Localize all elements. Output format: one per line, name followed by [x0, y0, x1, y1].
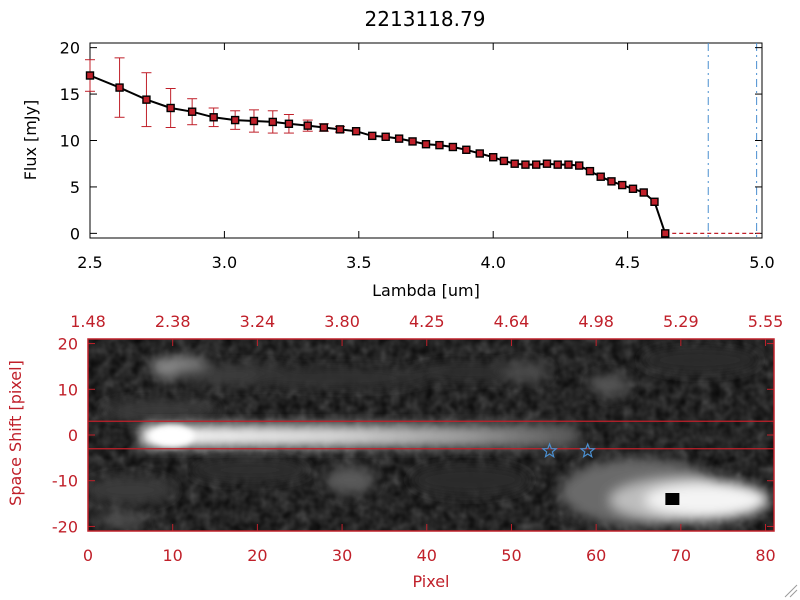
wavelength-tick-label: 3.80: [324, 312, 360, 331]
pixel-tick-label: 30: [332, 546, 352, 565]
data-point: [532, 160, 541, 169]
data-point: [564, 160, 573, 169]
star-marker-icon: [579, 442, 596, 459]
data-point: [618, 180, 627, 190]
space-tick-label: 0: [68, 426, 78, 445]
spectrum-plot: 2213118.79 2.5 3.0 3.5 4.0 4.5 5.0 0 5 10 15 20 La…: [21, 7, 775, 300]
wavelength-tick-label: 4.25: [409, 312, 445, 331]
extraction-aperture-lines: [88, 420, 774, 450]
data-point: [475, 149, 484, 158]
data-point: [319, 123, 329, 132]
x-tick-label: 4.0: [480, 253, 505, 272]
space-tick-label: 10: [58, 380, 78, 399]
y-tick-label: 20: [60, 39, 80, 58]
data-point: [230, 115, 240, 125]
space-tick-label: 20: [58, 335, 78, 354]
space-tick-label: -20: [52, 517, 78, 536]
data-point: [115, 83, 124, 92]
data-point: [639, 188, 648, 197]
space-shift-axis-label: Space Shift [pixel]: [6, 360, 25, 506]
data-point: [596, 172, 605, 181]
x-tick-label: 2.5: [77, 253, 102, 272]
flux-markers: [85, 71, 670, 238]
star-markers: [541, 442, 596, 459]
space-tick-label: -10: [52, 472, 78, 491]
spectrum-image-panel: 0 10 20 30 40 50 60 70 80 1.48 2.38 3.24 3.80 4.25 4.6…: [6, 312, 783, 591]
wavelength-tick-label: 5.55: [748, 312, 784, 331]
wavelength-tick-label: 5.29: [663, 312, 699, 331]
x-axis-label: Lambda [um]: [372, 281, 480, 300]
y-tick-label: 0: [70, 224, 80, 243]
data-point: [661, 229, 670, 238]
spectrum-image: [88, 339, 774, 531]
flux-line: [89, 74, 667, 234]
x-tick-label: 3.0: [212, 253, 237, 272]
data-point: [408, 137, 417, 146]
data-point: [421, 140, 431, 149]
wavelength-tick-label: 3.24: [240, 312, 276, 331]
data-point: [335, 125, 345, 134]
data-point: [553, 160, 562, 169]
data-point: [142, 95, 151, 104]
data-point: [499, 156, 509, 166]
image-ticks: 0 10 20 30 40 50 60 70 80 1.48 2.38 3.24 3.80 4.25 4.6…: [52, 312, 783, 565]
pixel-tick-label: 10: [163, 546, 183, 565]
wavelength-tick-label: 4.98: [578, 312, 614, 331]
x-tick-label: 4.5: [615, 253, 640, 272]
data-point: [187, 107, 197, 116]
data-point: [85, 71, 95, 80]
black-square-marker: [665, 493, 680, 505]
y-tick-label: 5: [70, 178, 80, 197]
top-plot-ticks: 2.5 3.0 3.5 4.0 4.5 5.0 0 5 10 15 20: [60, 39, 775, 272]
data-point: [510, 159, 519, 168]
data-point: [521, 160, 530, 169]
data-point: [489, 153, 498, 162]
data-point: [209, 113, 218, 122]
wavelength-tick-label: 2.38: [155, 312, 191, 331]
data-point: [284, 119, 294, 128]
x-tick-label: 3.5: [346, 253, 371, 272]
pixel-tick-label: 20: [247, 546, 267, 565]
pixel-tick-label: 60: [586, 546, 606, 565]
pixel-axis-label: Pixel: [412, 572, 449, 591]
pixel-tick-label: 40: [417, 546, 437, 565]
wavelength-reference-lines: [707, 43, 758, 238]
data-point: [650, 197, 659, 206]
wavelength-tick-label: 1.48: [70, 312, 106, 331]
data-point: [381, 132, 390, 141]
data-point: [351, 127, 361, 136]
pixel-tick-label: 80: [755, 546, 775, 565]
wavelength-tick-label: 4.64: [494, 312, 530, 331]
data-point: [607, 177, 616, 186]
resize-grip-icon[interactable]: [784, 584, 798, 598]
y-axis-label: Flux [mJy]: [21, 100, 40, 181]
data-point: [394, 134, 404, 143]
data-point: [268, 117, 277, 127]
x-tick-label: 5.0: [749, 253, 774, 272]
star-marker-icon: [541, 442, 558, 459]
data-point: [585, 166, 595, 176]
data-point: [462, 145, 471, 154]
data-point: [166, 103, 175, 113]
data-point: [575, 161, 584, 170]
y-tick-label: 10: [60, 132, 80, 151]
data-point: [448, 142, 458, 152]
data-point: [249, 116, 259, 126]
data-point: [435, 140, 444, 150]
pixel-tick-label: 0: [83, 546, 93, 565]
data-point: [368, 131, 377, 141]
plot-title: 2213118.79: [365, 7, 486, 31]
pixel-tick-label: 70: [671, 546, 691, 565]
data-point: [628, 184, 638, 193]
y-tick-label: 15: [60, 85, 80, 104]
data-point: [303, 121, 312, 130]
data-point: [542, 159, 552, 168]
pixel-tick-label: 50: [501, 546, 521, 565]
